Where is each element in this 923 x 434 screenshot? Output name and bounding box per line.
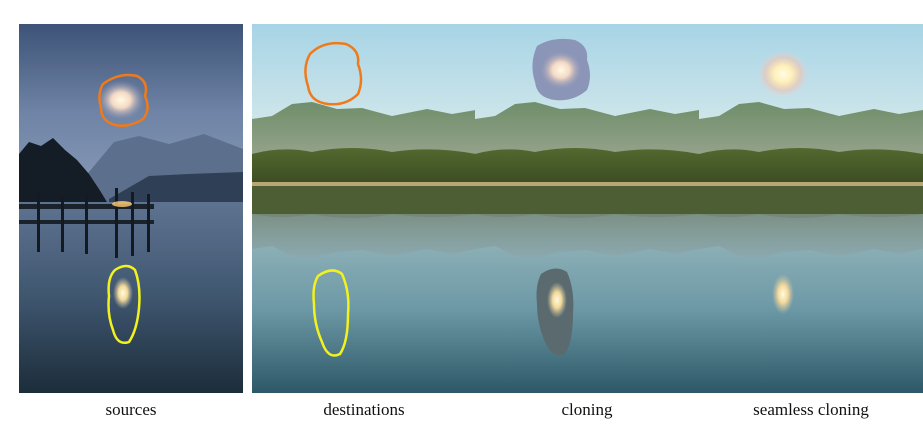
sun-destination-outline bbox=[304, 41, 363, 106]
reflection-destination-outline bbox=[312, 269, 350, 357]
caption-seamless-cloning: seamless cloning bbox=[753, 400, 869, 419]
sources-image bbox=[19, 24, 243, 393]
sun-source-outline bbox=[98, 73, 149, 127]
reflection-source-outline bbox=[107, 264, 141, 344]
cloning-image bbox=[475, 24, 699, 393]
destinations-image bbox=[252, 24, 476, 393]
blended-reflection bbox=[772, 274, 794, 314]
caption-destinations: destinations bbox=[323, 400, 405, 419]
blended-sun bbox=[757, 50, 809, 98]
caption-cloning: cloning bbox=[561, 400, 613, 419]
caption-sources: sources bbox=[105, 400, 157, 419]
seamless-cloning-image bbox=[699, 24, 923, 393]
